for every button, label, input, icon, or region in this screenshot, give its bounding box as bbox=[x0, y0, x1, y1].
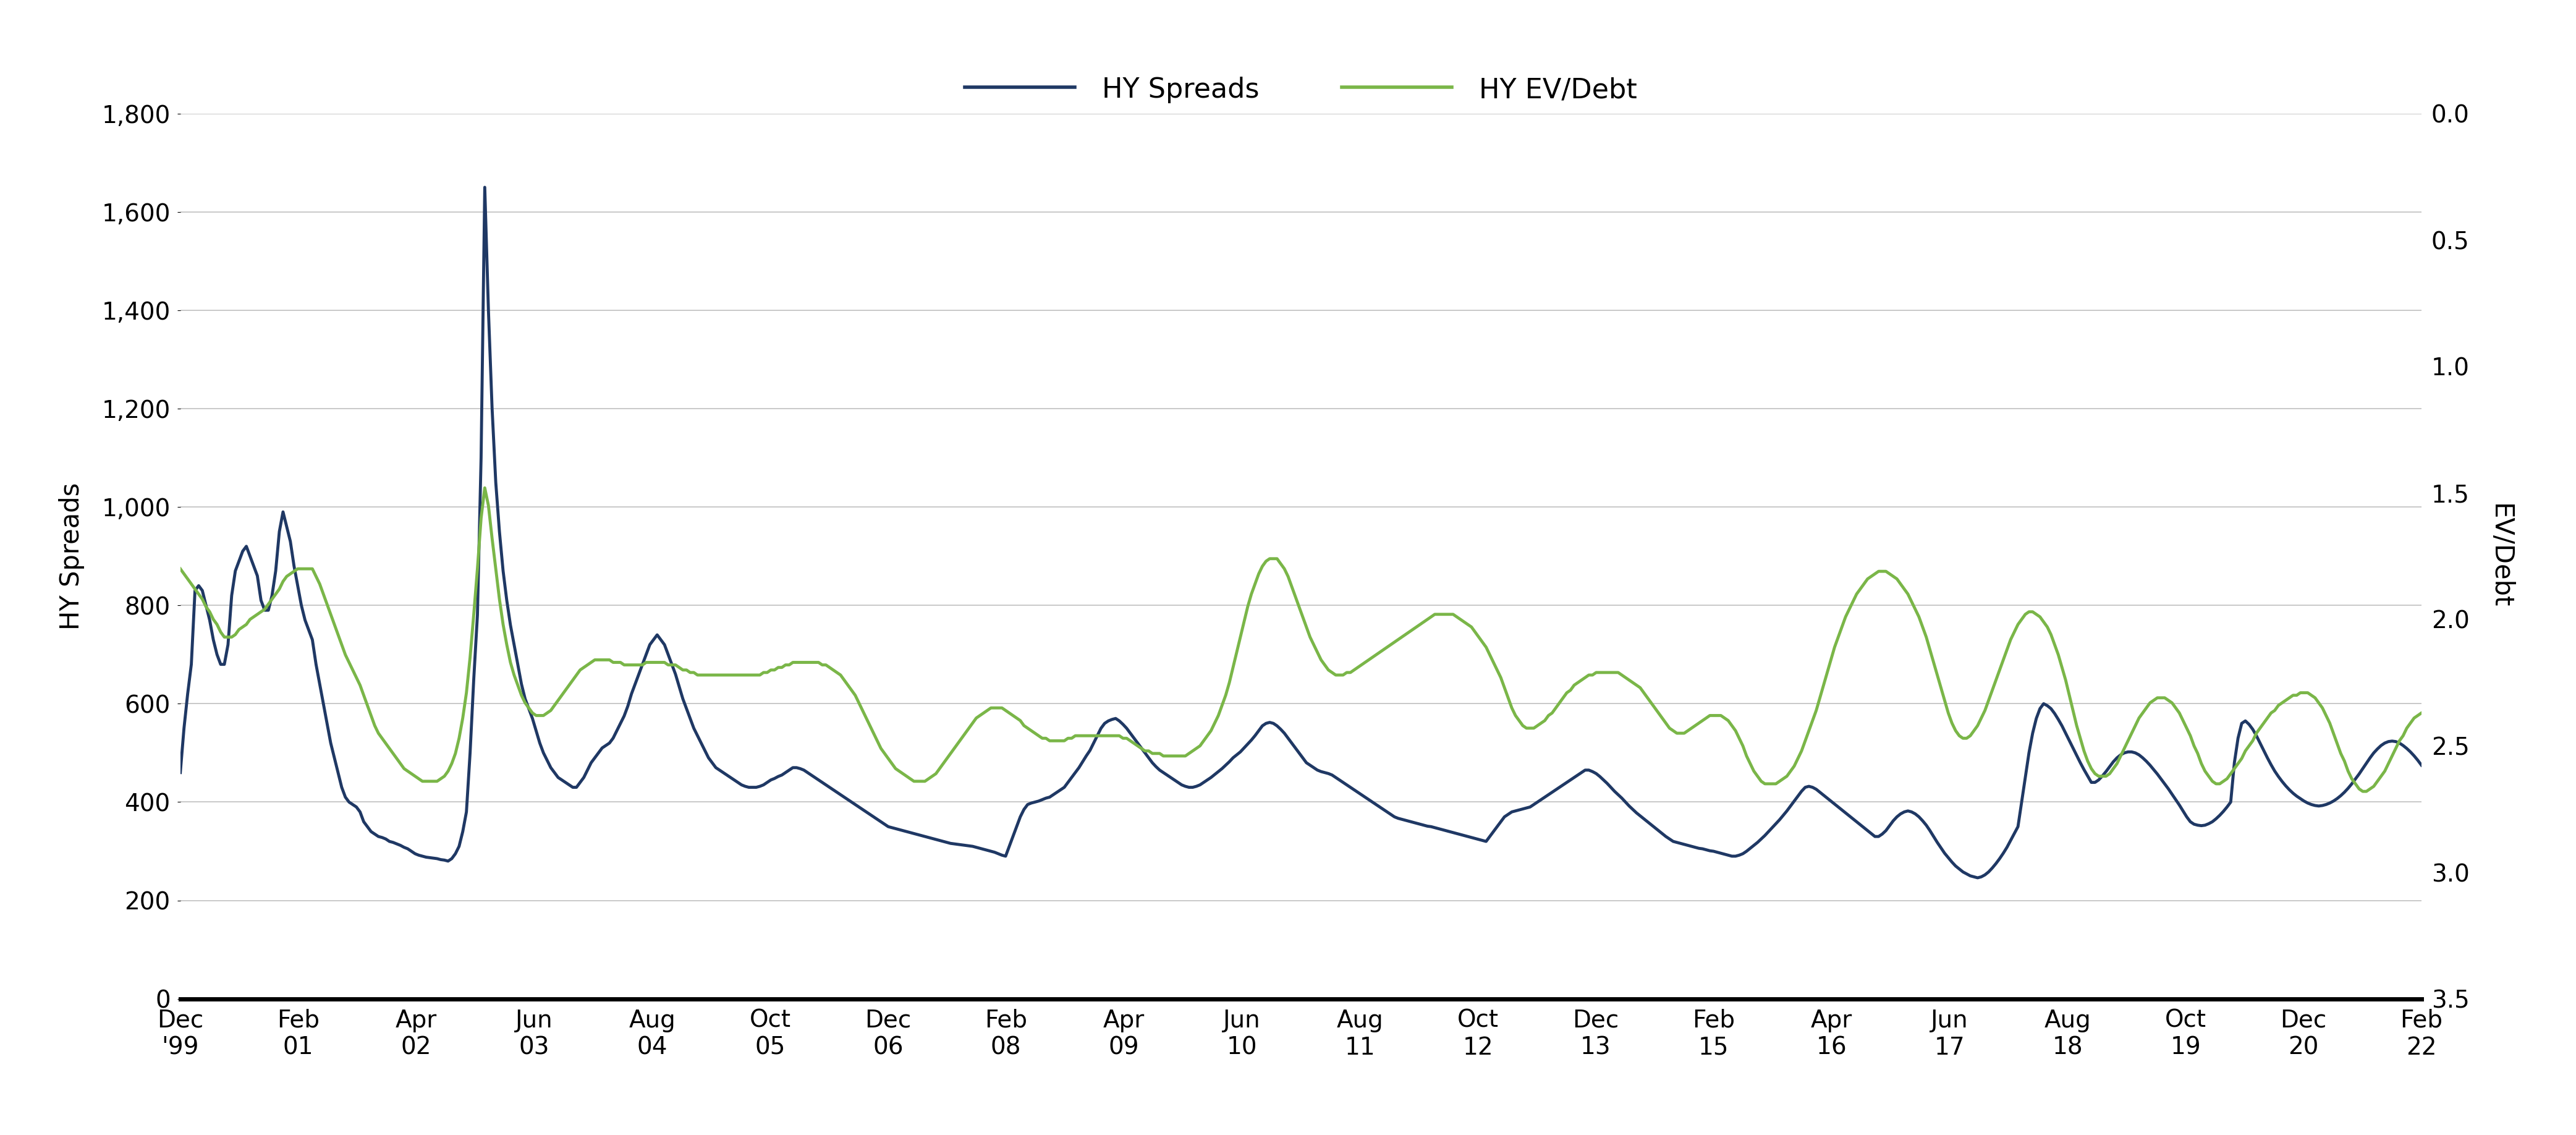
Y-axis label: EV/Debt: EV/Debt bbox=[2486, 504, 2512, 608]
Legend: HY Spreads, HY EV/Debt: HY Spreads, HY EV/Debt bbox=[953, 66, 1649, 115]
Y-axis label: HY Spreads: HY Spreads bbox=[59, 482, 85, 630]
